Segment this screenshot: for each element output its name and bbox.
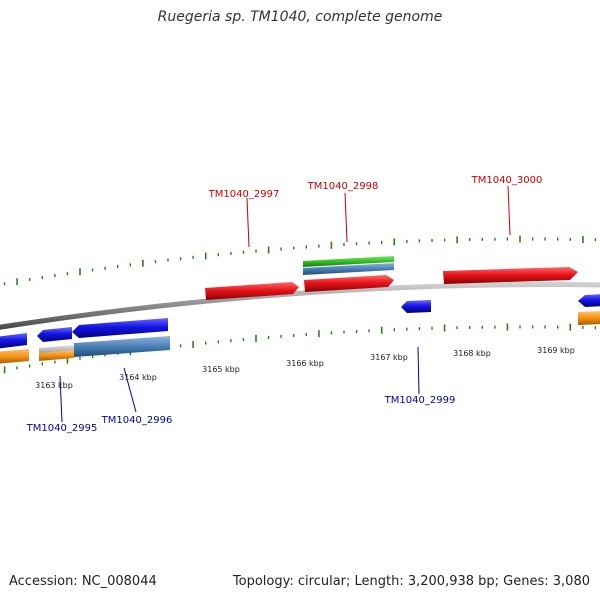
topology-text: Topology: circular; Length: 3,200,938 bp… xyxy=(232,574,590,589)
gene-tm1040-2995-orange[interactable] xyxy=(39,350,74,361)
gene-label-tm1040-2995[interactable]: TM1040_2995 xyxy=(26,423,98,434)
gene-tm1040-2995[interactable] xyxy=(37,327,72,342)
gene-tm1040-2998-steel[interactable] xyxy=(303,263,394,275)
gene-right-edge-blue[interactable] xyxy=(578,294,600,307)
gene-label-tm1040-2999[interactable]: TM1040_2999 xyxy=(384,395,456,406)
gene-tm1040-2999[interactable] xyxy=(401,300,431,313)
gene-left-edge-orange[interactable] xyxy=(0,349,29,364)
leader-line-tm1040-2996 xyxy=(123,367,137,413)
map-title: Ruegeria sp. TM1040, complete genome xyxy=(157,9,443,25)
gene-tm1040-2998-green[interactable] xyxy=(303,256,394,267)
accession-text: Accession: NC_008044 xyxy=(9,574,157,589)
axis-label-3166: 3166 kbp xyxy=(286,359,324,368)
leader-line-tm1040-2999 xyxy=(417,346,420,395)
gene-label-tm1040-2996[interactable]: TM1040_2996 xyxy=(101,415,173,426)
gene-tm1040-2996-steel[interactable] xyxy=(74,336,170,357)
axis-label-3163: 3163 kbp xyxy=(35,381,73,390)
axis-label-3164: 3164 kbp xyxy=(119,373,157,382)
leader-line-tm1040-3000 xyxy=(507,185,511,236)
gene-tm1040-2996[interactable] xyxy=(72,318,168,338)
leader-line-tm1040-2995 xyxy=(59,375,63,423)
axis-label-3169: 3169 kbp xyxy=(537,346,575,355)
genome-backbone xyxy=(0,282,600,330)
gene-label-tm1040-2997[interactable]: TM1040_2997 xyxy=(208,189,280,200)
leader-line-tm1040-2998 xyxy=(344,192,348,243)
axis-label-3165: 3165 kbp xyxy=(202,365,240,374)
gene-tm1040-3000[interactable] xyxy=(443,267,578,284)
gene-tm1040-2998[interactable] xyxy=(304,275,394,292)
axis-label-3168: 3168 kbp xyxy=(453,349,491,358)
outer-tick-ring xyxy=(3,235,597,286)
axis-label-3167: 3167 kbp xyxy=(370,353,408,362)
gene-label-tm1040-3000[interactable]: TM1040_3000 xyxy=(471,175,543,186)
gene-tm1040-2997[interactable] xyxy=(205,282,299,300)
gene-right-edge-orange[interactable] xyxy=(578,311,600,325)
leader-line-tm1040-2997 xyxy=(246,197,250,248)
gene-left-edge-blue[interactable] xyxy=(0,333,27,349)
gene-label-tm1040-2998[interactable]: TM1040_2998 xyxy=(307,181,379,192)
